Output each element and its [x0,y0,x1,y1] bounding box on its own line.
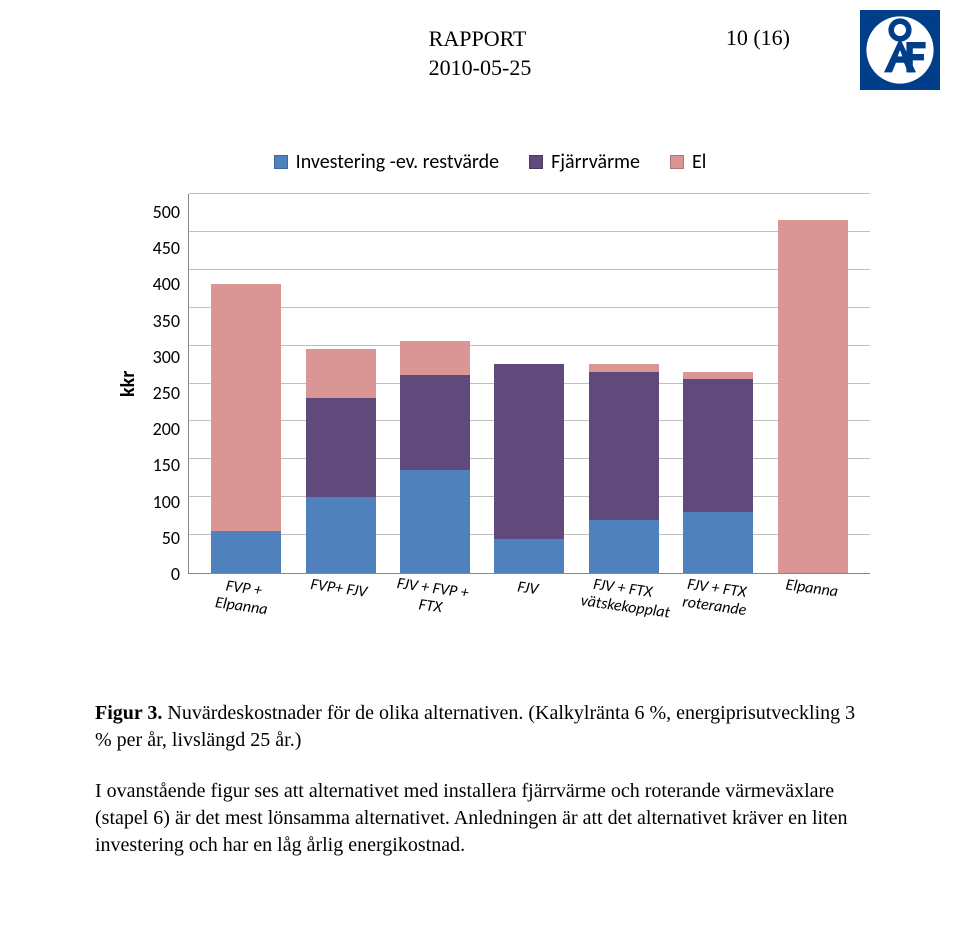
legend-item: El [670,150,706,174]
figure-caption: Figur 3. Nuvärdeskostnader för de olika … [95,700,865,754]
y-tick: 300 [153,348,180,366]
y-tick: 150 [153,456,180,474]
bar-segment [400,470,470,573]
bar-column [683,372,753,573]
report-date: 2010-05-25 [429,54,532,83]
x-tick-label: FJV + FVP + FTX [382,574,474,674]
x-tick-label: FJV + FTX roterande [666,574,758,674]
figure-label: Figur 3. [95,702,162,724]
y-tick: 400 [153,275,180,293]
y-tick: 450 [153,239,180,257]
bar-column [778,220,848,573]
y-tick: 350 [153,312,180,330]
bar-column [400,341,470,573]
y-tick: 200 [153,420,180,438]
legend-label: El [692,150,706,174]
x-tick-label: FVP+ FJV [288,574,380,674]
bar-segment [589,372,659,520]
bar-segment [589,364,659,372]
page-header: RAPPORT 2010-05-25 10 (16) [0,25,960,82]
bar-segment [306,349,376,398]
bar-column [494,364,564,573]
bar-column [589,364,659,573]
y-tick: 500 [153,203,180,221]
plot-wrap: kkr 500450400350300250200150100500 [110,194,870,574]
bar-column [306,349,376,573]
bar-segment [211,531,281,573]
bar-column [211,284,281,573]
y-tick: 250 [153,384,180,402]
y-tick: 0 [171,565,180,583]
bar-segment [683,372,753,380]
bar-segment [400,341,470,375]
bar-segment [683,512,753,573]
bars-container [189,194,870,573]
x-tick-label: FJV [477,574,569,674]
x-tick-label: Elpanna [761,574,853,674]
y-axis-ticks: 500450400350300250200150100500 [140,194,188,574]
legend-swatch-icon [529,155,543,169]
body-paragraph: I ovanstående figur ses att alternativet… [95,778,865,859]
bar-segment [494,364,564,539]
legend-label: Investering -ev. restvärde [296,150,499,174]
chart-legend: Investering -ev. restvärde Fjärrvärme El [110,150,870,174]
y-tick: 50 [162,529,180,547]
bar-segment [306,398,376,497]
bar-segment [683,379,753,512]
legend-item: Investering -ev. restvärde [274,150,499,174]
figure-caption-text: Nuvärdeskostnader för de olika alternati… [95,702,855,751]
bar-segment [494,539,564,573]
af-logo-icon [860,10,940,90]
bar-segment [211,284,281,531]
legend-item: Fjärrvärme [529,150,640,174]
bar-segment [778,220,848,573]
bar-segment [306,497,376,573]
bar-segment [400,375,470,470]
legend-swatch-icon [274,155,288,169]
report-title: RAPPORT [429,25,532,54]
legend-label: Fjärrvärme [551,150,640,174]
caption-block: Figur 3. Nuvärdeskostnader för de olika … [95,700,865,859]
y-axis-label: kkr [110,194,140,574]
x-tick-label: FVP + Elpanna [193,574,285,674]
y-tick: 100 [153,493,180,511]
legend-swatch-icon [670,155,684,169]
x-axis-labels: FVP + ElpannaFVP+ FJVFJV + FVP + FTXFJVF… [188,580,870,670]
plot-area [188,194,870,574]
x-tick-label: FJV + FTX vätskekopplat [571,574,663,674]
chart: Investering -ev. restvärde Fjärrvärme El k… [110,150,870,680]
bar-segment [589,520,659,573]
report-title-block: RAPPORT 2010-05-25 [429,25,532,82]
page-number: 10 (16) [726,25,790,51]
